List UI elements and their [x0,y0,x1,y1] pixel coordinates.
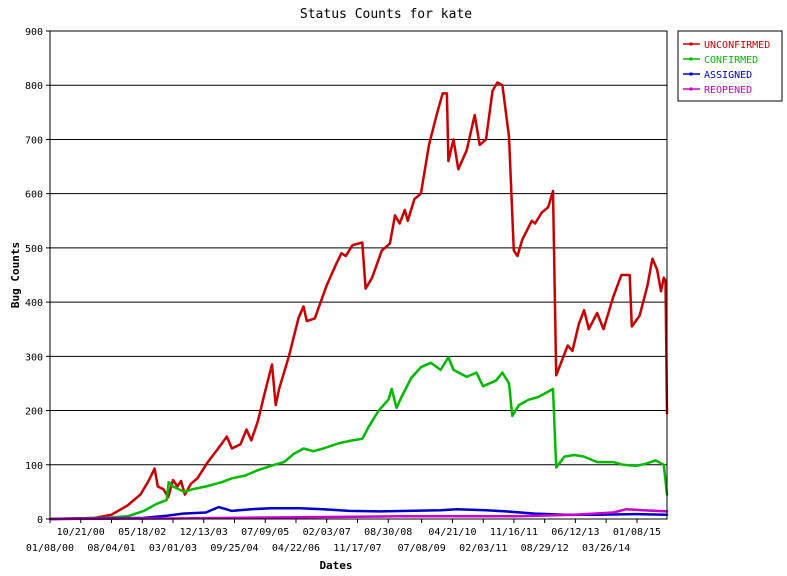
legend-marker [689,72,693,76]
x-tick-label: 11/16/11 [490,527,538,538]
x-tick-label: 02/03/11 [459,543,507,554]
x-axis-label: Dates [319,559,352,572]
x-tick-label: 08/04/01 [87,543,135,554]
y-tick-label: 900 [25,27,43,38]
x-tick-label: 01/08/00 [26,543,74,554]
x-tick-label: 06/12/13 [551,527,599,538]
y-tick-label: 100 [25,461,43,472]
legend: UNCONFIRMED CONFIRMED ASSIGNED REOPENED [677,30,783,102]
legend-marker [689,87,693,91]
series-line-reopened [48,507,669,521]
x-tick-label: 07/09/05 [241,527,289,538]
x-tick-label: 08/30/08 [364,527,412,538]
y-tick-label: 700 [25,135,43,146]
y-axis-label: Bug Counts [9,242,22,308]
x-tick-label: 10/21/00 [57,527,105,538]
series-line-confirmed [48,356,669,521]
x-tick-label: 05/18/02 [118,527,166,538]
x-tick-label: 07/08/09 [398,543,446,554]
x-tick-label: 04/22/06 [272,543,320,554]
grid-lines [50,84,667,466]
legend-marker [689,57,693,61]
x-tick-label: 12/13/03 [180,527,228,538]
y-tick-label: 500 [25,244,43,255]
x-tick-label: 08/29/12 [521,543,569,554]
x-tick-label: 03/01/03 [149,543,197,554]
legend-label: REOPENED [704,85,752,96]
x-tick-label: 09/25/04 [210,543,258,554]
x-axis: 01/08/00 10/21/00 08/04/01 05/18/02 03/01/03… [26,519,661,554]
y-tick-label: 0 [37,515,43,526]
x-tick-label: 04/21/10 [428,527,476,538]
legend-marker [689,42,693,46]
y-tick-label: 400 [25,298,43,309]
x-tick-label: 11/17/07 [333,543,381,554]
y-tick-label: 600 [25,190,43,201]
x-tick-label: 03/26/14 [582,543,630,554]
chart-title: Status Counts for kate [300,7,472,22]
y-axis: 0 100 200 300 400 500 600 700 800 900 [25,27,50,526]
series-line-assigned [48,505,669,521]
x-tick-label: 02/03/07 [303,527,351,538]
series-line-unconfirmed [48,81,669,521]
y-tick-label: 800 [25,81,43,92]
plot-frame [49,30,668,520]
legend-label: UNCONFIRMED [704,40,770,51]
y-tick-label: 200 [25,407,43,418]
series-lines [48,81,669,521]
x-tick-label: 01/08/15 [613,527,661,538]
legend-label: CONFIRMED [704,55,758,66]
legend-label: ASSIGNED [704,70,752,81]
y-tick-label: 300 [25,352,43,363]
